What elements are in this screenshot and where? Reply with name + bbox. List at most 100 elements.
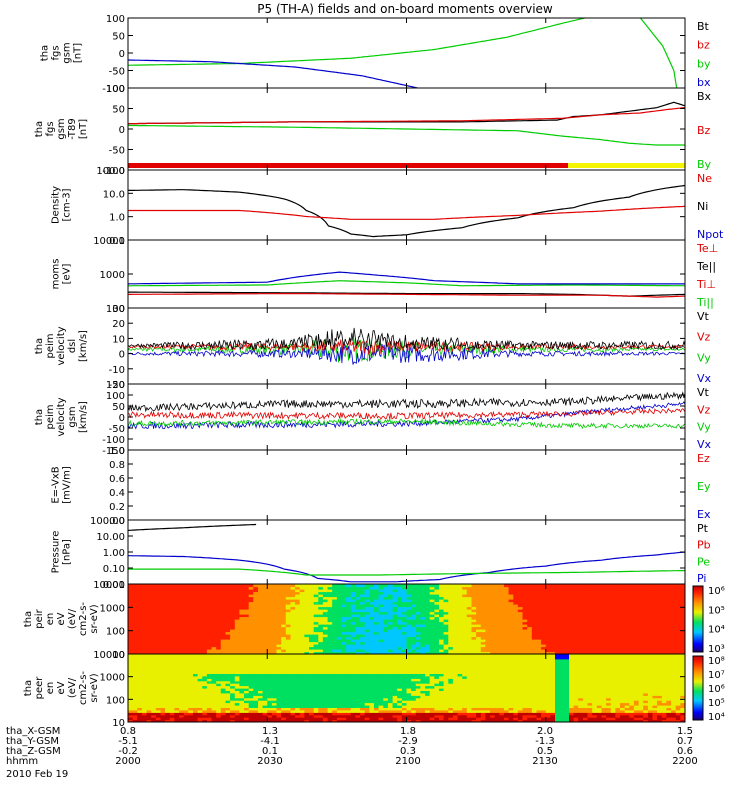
ytick-label: 10000 xyxy=(93,236,125,247)
ylabel-line: eV xyxy=(56,681,67,694)
legend-item: Ez xyxy=(697,452,710,465)
ylabel-line: moms xyxy=(51,259,62,290)
legend-item: Te|| xyxy=(696,260,716,273)
orbit-value: 2030 xyxy=(257,756,282,767)
ylabel-line: gsm xyxy=(67,406,78,427)
ytick-label: 100 xyxy=(106,695,125,706)
ylabel-line: [km/s] xyxy=(78,401,89,433)
ytick-label: 150 xyxy=(106,380,125,391)
legend-item: Ti⊥ xyxy=(696,278,716,291)
panel-frame xyxy=(128,170,685,240)
panel-frame xyxy=(128,240,685,308)
ytick-label: 50 xyxy=(112,105,125,116)
colorbar-tick: 10⁶ xyxy=(708,684,725,695)
ylabel-line: peer xyxy=(34,676,45,700)
colorbar-tick: 10⁴ xyxy=(708,712,725,723)
ytick-label: -50 xyxy=(109,424,125,435)
ylabel-line: [km/s] xyxy=(78,330,89,362)
ylabel-line: Pressure xyxy=(51,531,62,574)
series-line-Pe xyxy=(128,569,685,575)
ytick-label: 50 xyxy=(112,402,125,413)
ylabel-line: Density xyxy=(51,186,62,224)
colorbar-tick: 10³ xyxy=(708,644,725,655)
heatmap-cells xyxy=(128,584,686,655)
chart-title: P5 (TH-A) fields and on-board moments ov… xyxy=(257,2,553,16)
ylabel-line: dsl xyxy=(67,339,78,353)
ytick-label: 1.0 xyxy=(109,213,125,224)
ytick-label: 20 xyxy=(112,319,125,330)
legend-item: Ni xyxy=(697,200,708,213)
ylabel-line: tha xyxy=(34,409,45,425)
ylabel-line: peir xyxy=(34,608,45,628)
ylabel-line: -T89 xyxy=(67,118,78,140)
legend-item: Vz xyxy=(697,403,711,416)
ylabel-line: tha xyxy=(40,45,51,61)
series-line-Bx xyxy=(128,102,685,123)
ylabel-line: [cm-3] xyxy=(62,188,73,221)
ytick-label: 50 xyxy=(112,32,125,43)
colorbar-tick: 10⁷ xyxy=(708,670,725,681)
ytick-label: 1000 xyxy=(100,603,125,614)
ylabel-line: (eV/ xyxy=(67,608,78,629)
colorbar-tick: 10⁸ xyxy=(708,656,725,667)
ylabel-line: [nT] xyxy=(73,43,84,63)
legend-item: By xyxy=(697,158,712,171)
date-label: 2010 Feb 19 xyxy=(6,769,68,780)
legend-item: Vy xyxy=(697,421,711,434)
noise-series xyxy=(128,409,685,419)
ytick-label: -50 xyxy=(109,146,125,157)
legend-item: Npot xyxy=(697,228,724,241)
series-line-Ti⊥ xyxy=(128,272,685,284)
ylabel-line: tha xyxy=(34,338,45,354)
ylabel-line: tha xyxy=(23,680,34,696)
ytick-label: -100 xyxy=(102,435,125,446)
series-line-by-return xyxy=(640,18,676,88)
ytick-label: 1.0 xyxy=(109,446,125,457)
ylabel: moms[eV] xyxy=(51,259,73,290)
ylabel-line: fgs xyxy=(45,121,56,136)
ylabel-line: tha xyxy=(23,611,34,627)
ytick-label: 0.8 xyxy=(109,460,125,471)
series-line-by xyxy=(128,18,585,65)
legend-item: Vx xyxy=(697,372,712,385)
ytick-label: 0.6 xyxy=(109,474,125,485)
ylabel: Density[cm-3] xyxy=(51,186,73,224)
ytick-label: 0.2 xyxy=(109,502,125,513)
series-line-Bz xyxy=(128,108,685,124)
legend-item: Vy xyxy=(697,351,711,364)
ytick-label: 0 xyxy=(119,125,125,136)
ytick-label: 100 xyxy=(106,391,125,402)
legend-item: Ex xyxy=(697,508,711,521)
orbit-value: 2200 xyxy=(672,756,697,767)
ytick-label: 0.4 xyxy=(109,488,125,499)
ylabel-line: fgs xyxy=(51,45,62,60)
ylabel: E=-VxB[mV/m] xyxy=(51,466,73,504)
ytick-label: 30 xyxy=(112,304,125,315)
status-bar xyxy=(568,163,685,168)
ytick-label: 10 xyxy=(112,334,125,345)
ytick-label: -50 xyxy=(109,67,125,78)
legend-item: Vt xyxy=(697,310,710,323)
ylabel-line: gsm xyxy=(62,42,73,63)
ytick-label: 1.00 xyxy=(103,548,125,559)
legend-item: Bz xyxy=(697,124,711,137)
legend-item: Pt xyxy=(697,522,709,535)
orbit-value: 2100 xyxy=(395,756,420,767)
ylabel-line: [mV/m] xyxy=(62,466,73,504)
ytick-label: 100 xyxy=(106,627,125,638)
ytick-label: 1000 xyxy=(100,673,125,684)
legend-item: Te⊥ xyxy=(696,242,718,255)
ytick-label: 100 xyxy=(106,84,125,95)
ytick-label: 100.0 xyxy=(96,166,125,177)
